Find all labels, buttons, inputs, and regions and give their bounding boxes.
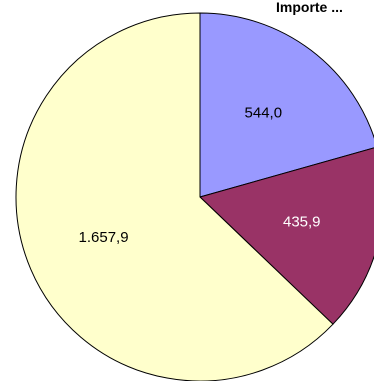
- pie-slice-1: [199, 147, 374, 325]
- pie-slice-label-2: 1.657,9: [79, 229, 129, 246]
- pie-slice-label-1: 435,9: [283, 213, 321, 230]
- pie-slice-2: [15, 12, 334, 381]
- pie-slice-label-0: 544,0: [245, 104, 283, 121]
- chart-title: Importe ...: [276, 0, 343, 15]
- pie-slice-0: [199, 12, 374, 198]
